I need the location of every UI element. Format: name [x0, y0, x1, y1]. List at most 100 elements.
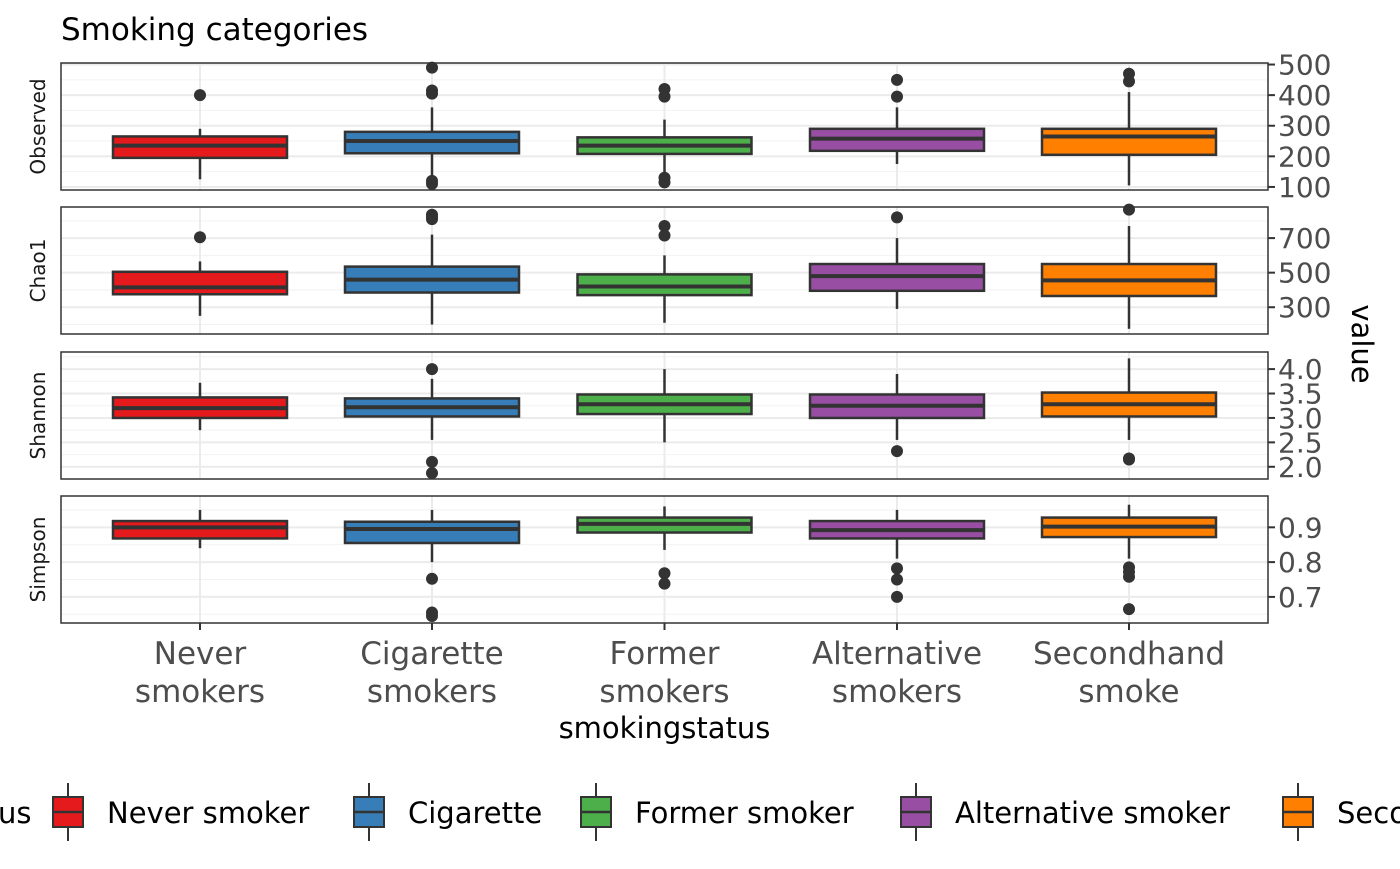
box-observed-4 [808, 73, 986, 164]
outlier-point [891, 73, 903, 86]
outlier-point [1123, 453, 1135, 466]
outlier-point [658, 577, 671, 590]
outlier-point [891, 562, 903, 575]
outlier-point [1123, 75, 1135, 88]
box-chao1-5 [1040, 203, 1218, 329]
legend-item-2: Cigarette [353, 783, 542, 841]
x-tick-label: Alternative [812, 636, 982, 672]
strip-label-simpson: Simpson [26, 517, 50, 603]
legend-item-5: Seco [1282, 783, 1400, 841]
outlier-point [426, 61, 438, 74]
legend-label: Alternative smoker [955, 796, 1230, 830]
outlier-point [426, 572, 438, 585]
box-body [111, 270, 289, 296]
box-simpson-5 [1040, 504, 1218, 616]
y-tick-label: 2.0 [1278, 451, 1323, 484]
outlier-point [891, 211, 903, 224]
x-tick-label: smokers [367, 674, 497, 710]
box-simpson-1 [111, 509, 289, 549]
legend-label: Former smoker [635, 796, 854, 830]
x-tick-label: Cigarette [360, 636, 503, 672]
outlier-point [658, 229, 671, 242]
facet-panels: 100200300400500Observed300500700Chao12.0… [26, 49, 1331, 624]
strip-label-chao1: Chao1 [26, 239, 50, 303]
outlier-point [426, 87, 438, 100]
y-tick-label: 700 [1278, 222, 1331, 255]
box-chao1-4 [808, 211, 986, 309]
outlier-point [658, 567, 671, 580]
panel-shannon: 2.02.53.03.54.0 Shannon [26, 351, 1323, 484]
x-tick-label: Never [154, 636, 247, 672]
outlier-point [426, 177, 438, 190]
outlier-point [194, 89, 206, 102]
y-tick-label: 3.0 [1278, 402, 1323, 435]
legend-label: Never smoker [107, 796, 309, 830]
outlier-point [658, 220, 671, 233]
box-simpson-4 [808, 509, 986, 603]
outlier-point [891, 573, 903, 586]
x-axis-label: smokingstatus [559, 711, 771, 745]
box-shannon-3 [576, 369, 753, 443]
legend-item-3: Former smoker [580, 783, 854, 841]
legend-item-4: Alternative smoker [900, 783, 1230, 841]
x-tick-label: smokers [135, 674, 265, 710]
box-observed-1 [111, 89, 289, 180]
strip-label-shannon: Shannon [26, 372, 50, 460]
x-tick-labels: NeversmokersCigarettesmokersFormersmoker… [135, 623, 1225, 710]
panel-border [60, 206, 1269, 335]
y-tick-label: 3.5 [1278, 378, 1323, 411]
box-observed-3 [576, 83, 753, 189]
box-shannon-2 [343, 363, 521, 480]
x-tick-label: Secondhand [1033, 636, 1225, 672]
box-chao1-2 [343, 208, 521, 325]
outlier-point [658, 176, 671, 189]
outlier-point [426, 213, 438, 226]
box-body [111, 519, 289, 540]
box-shannon-1 [111, 382, 289, 431]
panel-border [60, 351, 1269, 480]
y-tick-label: 0.8 [1278, 546, 1323, 579]
y-tick-label: 500 [1278, 257, 1331, 290]
outlier-point [891, 445, 903, 458]
y-tick-label: 500 [1278, 49, 1331, 82]
box-simpson-3 [576, 506, 753, 590]
y-tick-label: 100 [1278, 171, 1331, 204]
legend-title: us [0, 796, 32, 830]
box-body [1040, 127, 1218, 157]
legend-label: Seco [1337, 796, 1400, 830]
box-chao1-1 [111, 231, 289, 316]
box-shannon-4 [808, 373, 986, 458]
legend: us Never smoker Cigarette Former smoker Alte… [0, 783, 1400, 841]
box-shannon-5 [1040, 358, 1218, 466]
y-tick-label: 4.0 [1278, 353, 1323, 386]
box-observed-2 [343, 61, 521, 190]
outlier-point [426, 610, 438, 623]
panel-simpson: 0.70.80.9 Simpson [26, 495, 1323, 624]
outlier-point [1123, 203, 1135, 216]
box-chao1-3 [576, 220, 753, 323]
x-tick-label: Former [610, 636, 720, 672]
outlier-point [426, 455, 438, 468]
y-tick-label: 300 [1278, 110, 1331, 143]
strip-label-observed: Observed [26, 78, 50, 174]
outlier-point [426, 467, 438, 480]
y-tick-label: 200 [1278, 140, 1331, 173]
y-tick-label: 0.9 [1278, 511, 1323, 544]
box-body [343, 520, 521, 545]
outlier-point [658, 90, 671, 103]
y-tick-label: 300 [1278, 291, 1331, 324]
y-tick-label: 0.7 [1278, 581, 1323, 614]
outlier-point [194, 231, 206, 244]
x-tick-label: smoke [1078, 674, 1179, 710]
outlier-point [1123, 570, 1135, 583]
box-observed-5 [1040, 67, 1218, 186]
x-tick-label: smokers [599, 674, 729, 710]
box-simpson-2 [343, 509, 521, 623]
y-tick-label: 2.5 [1278, 426, 1323, 459]
y-tick-label: 400 [1278, 79, 1331, 112]
outlier-point [891, 90, 903, 103]
chart-title: Smoking categories [61, 12, 368, 48]
